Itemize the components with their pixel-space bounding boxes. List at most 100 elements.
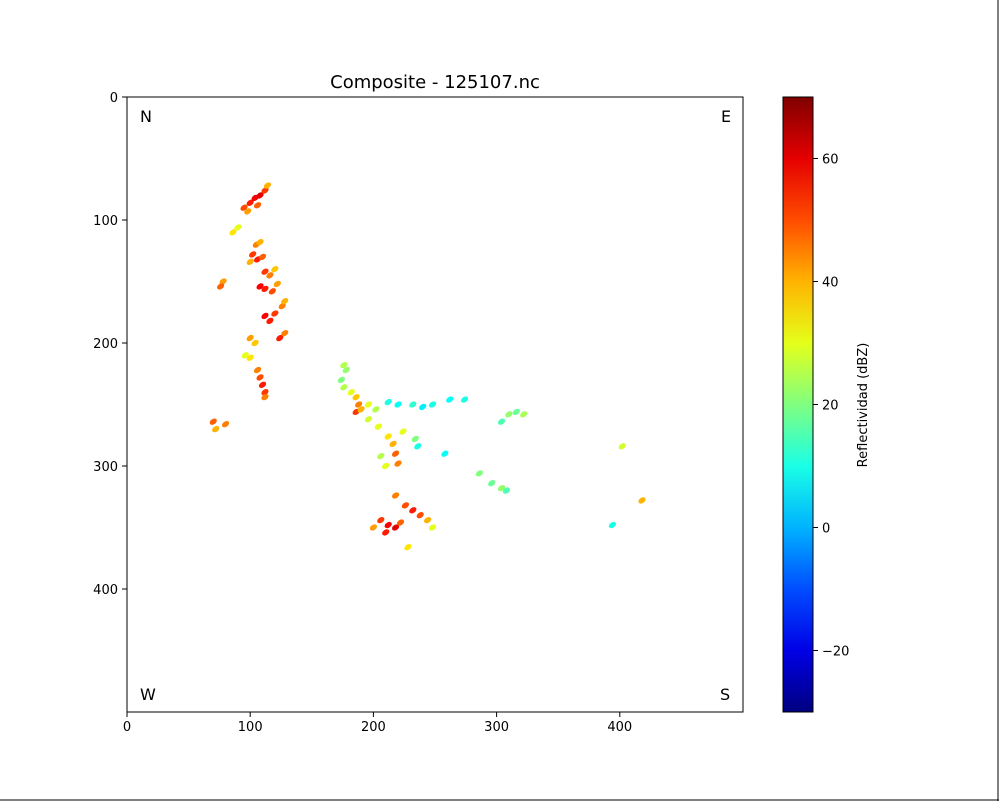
- echo-cell: [256, 238, 264, 246]
- echo-cell: [271, 310, 279, 317]
- echo-cell: [342, 366, 350, 374]
- echo-cell: [258, 253, 267, 261]
- echo-cell: [258, 381, 267, 388]
- echo-cell: [254, 366, 262, 374]
- echo-cell: [488, 480, 496, 487]
- x-tick-label: 300: [484, 720, 509, 735]
- echo-cell: [608, 521, 616, 529]
- echo-cell: [219, 278, 227, 285]
- y-tick-label: 300: [93, 460, 118, 475]
- y-tick-label: 200: [93, 337, 118, 352]
- colorbar-tick-label: −20: [822, 645, 849, 660]
- echo-cell: [352, 393, 360, 401]
- echo-cell: [384, 433, 392, 440]
- echo-cell: [266, 272, 274, 279]
- echo-cell: [261, 312, 269, 320]
- echo-cell: [364, 401, 373, 408]
- echo-cell: [256, 283, 264, 290]
- echo-cell: [377, 516, 385, 524]
- echo-cell: [364, 416, 373, 423]
- corner-label-west: W: [140, 685, 156, 704]
- y-tick-label: 400: [93, 583, 118, 598]
- colorbar-tick-label: 0: [822, 522, 830, 537]
- echo-cell: [254, 202, 262, 209]
- echo-cell: [261, 187, 269, 194]
- echo-cell: [256, 192, 264, 199]
- echo-cell: [411, 435, 419, 443]
- colorbar-axis: −20 0 20 40 60: [813, 153, 849, 660]
- y-tick-label: 100: [93, 214, 118, 229]
- echo-cell: [246, 258, 254, 265]
- echo-cell: [281, 298, 289, 305]
- echo-cell: [428, 401, 437, 408]
- y-tick-label: 0: [110, 91, 118, 106]
- echo-cell: [217, 283, 225, 290]
- echo-cell: [273, 280, 281, 288]
- echo-cell: [384, 521, 392, 529]
- echo-cell: [276, 334, 284, 342]
- echo-cell: [399, 428, 407, 435]
- echo-cell: [502, 487, 511, 494]
- echo-cell: [475, 470, 483, 477]
- echo-cell: [497, 484, 506, 492]
- x-axis: 0 100 200 300 400: [123, 712, 632, 735]
- echo-cell: [446, 396, 454, 403]
- echo-cell: [244, 208, 252, 215]
- colorbar: [783, 97, 813, 712]
- echo-cell: [497, 418, 506, 425]
- echo-cell: [266, 317, 274, 325]
- echo-cell: [416, 512, 424, 519]
- echo-cell: [209, 418, 217, 425]
- y-axis: 0 100 200 300 400: [93, 91, 127, 598]
- echo-cell: [512, 408, 520, 416]
- echo-cell: [278, 302, 286, 310]
- echo-cell: [240, 204, 248, 211]
- chart-title: Composite - 125107.nc: [330, 72, 540, 93]
- echo-cell: [409, 401, 417, 408]
- colorbar-tick-label: 60: [822, 153, 839, 168]
- echo-cell: [261, 389, 269, 396]
- x-tick-label: 0: [123, 720, 131, 735]
- echo-cell: [340, 361, 348, 369]
- echo-cell: [268, 288, 276, 295]
- echo-cell: [391, 524, 400, 531]
- echo-cell: [384, 398, 392, 406]
- echo-cell: [505, 411, 513, 418]
- echo-cell: [401, 502, 410, 509]
- echo-cell: [251, 339, 259, 347]
- plot-frame: [126, 96, 744, 713]
- echo-cell: [419, 403, 427, 411]
- echo-cell: [221, 421, 230, 428]
- echo-cell: [234, 224, 242, 231]
- x-tick-label: 400: [607, 720, 632, 735]
- echo-cell: [391, 450, 400, 457]
- colorbar-label: Reflectividad (dBZ): [856, 343, 871, 468]
- echo-cell: [382, 462, 390, 470]
- echo-cell: [246, 199, 254, 206]
- echo-cell: [357, 406, 365, 413]
- echo-cell: [409, 507, 417, 514]
- echo-cell: [261, 393, 269, 401]
- echo-cell: [246, 334, 254, 342]
- echo-cell: [263, 182, 272, 189]
- echo-cell: [618, 443, 626, 450]
- echo-cell: [520, 411, 528, 418]
- echo-cell: [347, 389, 355, 396]
- corner-label-south: S: [720, 685, 730, 704]
- echo-cell: [337, 376, 345, 384]
- echo-cell: [441, 450, 449, 457]
- colorbar-tick-label: 40: [822, 276, 839, 291]
- echo-cell: [261, 268, 269, 275]
- echo-cell: [424, 516, 432, 524]
- echo-cell: [355, 401, 363, 408]
- echo-cell: [241, 352, 249, 359]
- corner-label-east: E: [721, 107, 731, 126]
- echo-cell: [391, 492, 400, 499]
- echo-cell: [394, 460, 402, 467]
- echo-cell: [389, 440, 397, 448]
- echo-cell: [404, 544, 412, 551]
- echo-cell: [428, 524, 437, 531]
- echo-cell: [271, 266, 279, 273]
